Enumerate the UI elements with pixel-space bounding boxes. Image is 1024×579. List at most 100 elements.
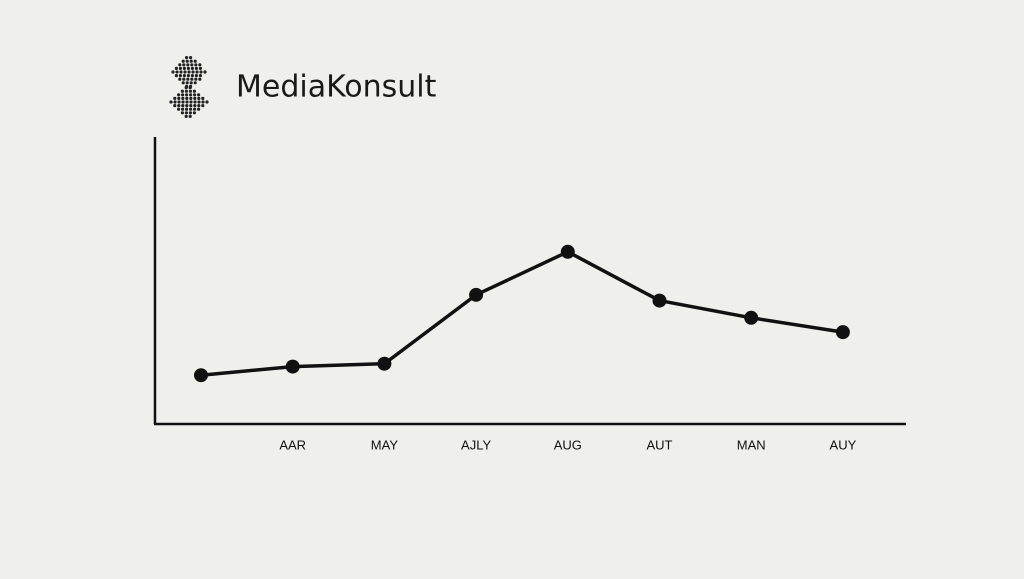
logo-dot <box>192 111 196 115</box>
logo-dot <box>201 96 205 100</box>
logo-dot <box>180 111 184 115</box>
logo-dot <box>188 114 192 118</box>
logo-dot <box>177 104 181 108</box>
logo-dot <box>193 104 197 108</box>
logo-dot <box>179 70 183 74</box>
logo-dot <box>169 100 173 104</box>
logo-dot <box>203 70 207 74</box>
logo-dot <box>201 104 205 108</box>
logo-dot <box>184 111 188 115</box>
brand-name: MediaKonsult <box>236 70 437 105</box>
logo-dot <box>193 107 197 111</box>
logo-dot <box>186 63 190 67</box>
logo-dot <box>171 70 175 74</box>
x-tick-label: MAY <box>371 437 399 452</box>
logo-dot <box>197 100 201 104</box>
logo-dot <box>180 89 184 93</box>
logo-dot <box>197 93 201 97</box>
logo-dot <box>199 70 203 74</box>
logo-dot <box>194 63 198 67</box>
x-tick-label: AUT <box>647 437 673 452</box>
logo-dot <box>190 66 194 70</box>
logo-dot <box>182 74 186 78</box>
x-tick-label: AJLY <box>461 437 491 452</box>
logo-dot <box>190 63 194 67</box>
logo-dot <box>205 100 209 104</box>
logo-dot <box>178 77 182 81</box>
logo-dot <box>185 100 189 104</box>
logo-dot <box>184 86 188 90</box>
logo-dot <box>189 107 193 111</box>
logo-dot <box>181 107 185 111</box>
logo-dot <box>193 81 197 85</box>
logo-dot <box>178 74 182 78</box>
logo-dot <box>189 81 193 85</box>
logo-dot <box>181 104 185 108</box>
logo-dot <box>185 56 189 60</box>
logo-dot <box>186 74 190 78</box>
logo <box>169 56 209 118</box>
x-tick-label: AUY <box>830 437 857 452</box>
logo-dot <box>189 96 193 100</box>
logo-dot <box>174 74 178 78</box>
logo-dot <box>175 70 179 74</box>
logo-dot <box>194 77 198 81</box>
logo-dot <box>193 100 197 104</box>
logo-dot <box>193 59 197 63</box>
logo-dot <box>197 104 201 108</box>
data-point <box>744 310 759 325</box>
data-point <box>469 287 484 302</box>
logo-dot <box>178 63 182 67</box>
logo-dot <box>198 77 202 81</box>
logo-dot <box>198 63 202 67</box>
logo-dot <box>188 111 192 115</box>
logo-dot <box>185 107 189 111</box>
logo-dot <box>193 93 197 97</box>
x-tick-label: MAN <box>737 437 766 452</box>
logo-dot <box>181 100 185 104</box>
logo-dot <box>185 96 189 100</box>
logo-dot <box>189 56 193 60</box>
logo-dot <box>185 59 189 63</box>
logo-dot <box>197 96 201 100</box>
logo-dot <box>174 66 178 70</box>
logo-dot <box>178 66 182 70</box>
logo-dot <box>183 70 187 74</box>
logo-dot <box>173 100 177 104</box>
logo-dot <box>194 74 198 78</box>
logo-dot <box>181 96 185 100</box>
logo-dot <box>185 104 189 108</box>
x-tick-label: AAR <box>279 437 306 452</box>
logo-dot <box>198 74 202 78</box>
logo-dot <box>188 86 192 90</box>
logo-dot <box>177 96 181 100</box>
logo-dot <box>197 107 201 111</box>
logo-dot <box>188 89 192 93</box>
logo-dot <box>177 107 181 111</box>
logo-dot <box>190 74 194 78</box>
x-tick-label: AUG <box>554 437 582 452</box>
logo-dot <box>181 81 185 85</box>
logo-dot <box>190 77 194 81</box>
logo-dot <box>198 66 202 70</box>
logo-dot <box>182 63 186 67</box>
logo-dot <box>177 100 181 104</box>
logo-dot <box>173 96 177 100</box>
logo-dot <box>187 70 191 74</box>
logo-dot <box>182 66 186 70</box>
logo-dot <box>182 77 186 81</box>
data-point <box>194 368 208 383</box>
logo-dot <box>184 114 188 118</box>
logo-dot <box>193 96 197 100</box>
logo-dot <box>192 89 196 93</box>
logo-dot <box>173 104 177 108</box>
logo-dot <box>186 66 190 70</box>
data-point <box>560 244 575 259</box>
logo-dot <box>195 70 199 74</box>
logo-dot <box>186 77 190 81</box>
logo-dot <box>189 104 193 108</box>
logo-dot <box>191 70 195 74</box>
logo-dot <box>177 93 181 97</box>
